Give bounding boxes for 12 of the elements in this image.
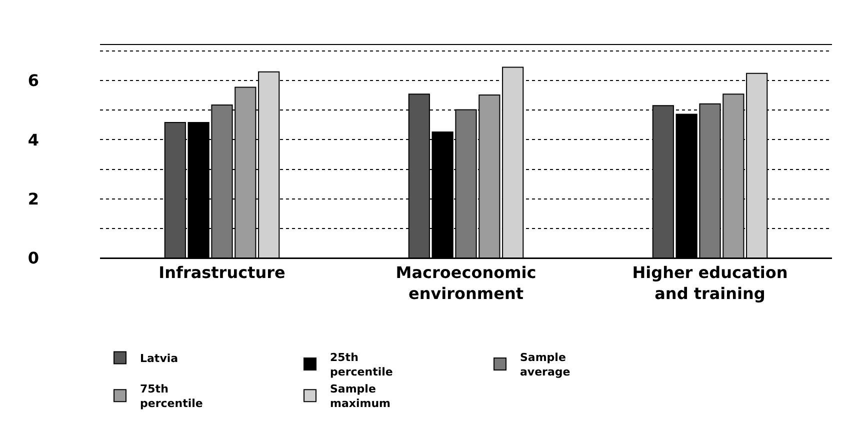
legend-label: Sample average	[520, 351, 570, 378]
legend-label: Latvia	[140, 352, 178, 365]
x-tick-label: Higher education and training	[632, 263, 788, 303]
y-tick-label: 2	[28, 189, 39, 208]
x-tick-label: Infrastructure	[158, 263, 286, 282]
x-tick-label: Macroeconomic environment	[396, 263, 536, 303]
y-tick-label: 6	[28, 71, 39, 90]
legend-label: 25th percentile	[330, 351, 393, 378]
y-tick-label: 4	[28, 130, 39, 150]
legend-label: 75th percentile	[140, 382, 203, 410]
y-tick-label: 0	[28, 248, 39, 268]
legend-label: Sample maximum	[330, 382, 391, 410]
